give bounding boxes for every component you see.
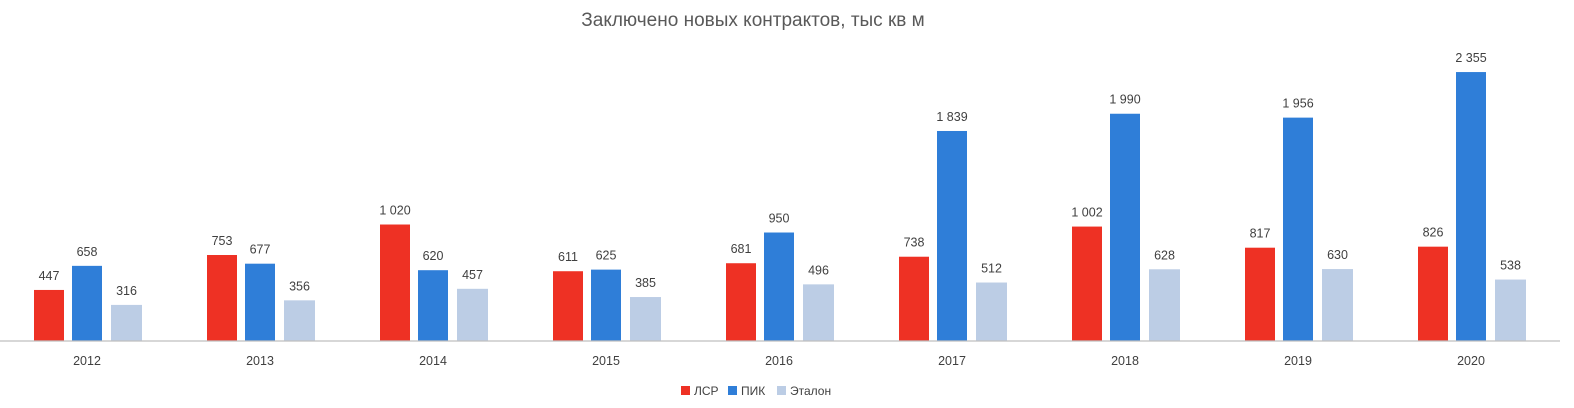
data-label-ЛСР-2012: 447 <box>39 269 60 283</box>
data-label-ПИК-2015: 625 <box>596 249 617 263</box>
bar-ПИК-2014 <box>418 270 448 341</box>
bar-Эталон-2017 <box>976 282 1007 341</box>
bar-ПИК-2019 <box>1283 117 1313 341</box>
data-label-ПИК-2020: 2 355 <box>1455 51 1486 65</box>
data-label-ЛСР-2017: 738 <box>904 236 925 250</box>
x-tick-label: 2020 <box>1457 354 1485 368</box>
x-tick-label: 2018 <box>1111 354 1139 368</box>
bar-ЛСР-2012 <box>34 289 64 341</box>
legend-swatch-ПИК <box>728 386 737 395</box>
data-label-ЛСР-2014: 1 020 <box>379 204 410 218</box>
legend-swatch-ЛСР <box>681 386 690 395</box>
bar-Эталон-2020 <box>1495 279 1526 341</box>
legend-swatch-Эталон <box>777 386 786 395</box>
legend-label-ПИК: ПИК <box>741 384 765 398</box>
data-label-Эталон-2013: 356 <box>289 279 310 293</box>
data-label-ПИК-2014: 620 <box>423 249 444 263</box>
bar-ЛСР-2017 <box>899 256 929 341</box>
data-label-Эталон-2018: 628 <box>1154 248 1175 262</box>
bar-Эталон-2019 <box>1322 269 1353 341</box>
data-label-ЛСР-2019: 817 <box>1250 227 1271 241</box>
bar-ЛСР-2016 <box>726 263 756 341</box>
bar-ПИК-2012 <box>72 265 102 341</box>
bar-Эталон-2015 <box>630 297 661 341</box>
data-label-Эталон-2014: 457 <box>462 268 483 282</box>
data-label-Эталон-2015: 385 <box>635 276 656 290</box>
data-label-ПИК-2013: 677 <box>250 243 271 257</box>
bar-ЛСР-2020 <box>1418 246 1448 341</box>
legend-label-ЛСР: ЛСР <box>694 384 719 398</box>
bar-ПИК-2015 <box>591 269 621 341</box>
bar-Эталон-2013 <box>284 300 315 341</box>
data-label-Эталон-2020: 538 <box>1500 259 1521 273</box>
data-label-ПИК-2018: 1 990 <box>1109 93 1140 107</box>
data-label-ПИК-2017: 1 839 <box>936 110 967 124</box>
chart-title: Заключено новых контрактов, тыс кв м <box>581 10 925 31</box>
data-label-ПИК-2019: 1 956 <box>1282 97 1313 111</box>
data-label-ЛСР-2015: 611 <box>558 250 578 264</box>
bar-ПИК-2020 <box>1456 72 1486 342</box>
bars-layer: 447 658 316 753 677 356 1 020 620 457 611 625 385 68… <box>34 51 1526 342</box>
x-tick-label: 2013 <box>246 354 274 368</box>
bar-ЛСР-2018 <box>1072 226 1102 341</box>
data-label-ЛСР-2016: 681 <box>731 242 752 256</box>
bar-Эталон-2014 <box>457 288 488 341</box>
data-label-ПИК-2012: 658 <box>77 245 98 259</box>
x-ticks-layer: 2012 2013 2014 2015 2016 2017 2018 2019 2020 <box>73 354 1485 368</box>
bar-ПИК-2017 <box>937 130 967 341</box>
legend-label-Эталон: Эталон <box>790 384 831 398</box>
legend: ЛСР ПИК Эталон <box>681 384 831 398</box>
data-label-ЛСР-2018: 1 002 <box>1071 206 1102 220</box>
data-label-Эталон-2017: 512 <box>981 262 1002 276</box>
data-label-Эталон-2012: 316 <box>116 284 137 298</box>
bar-ПИК-2018 <box>1110 113 1140 341</box>
bar-ЛСР-2013 <box>207 255 237 341</box>
data-label-Эталон-2016: 496 <box>808 263 829 277</box>
x-tick-label: 2015 <box>592 354 620 368</box>
bar-Эталон-2012 <box>111 304 142 341</box>
bar-Эталон-2018 <box>1149 269 1180 341</box>
x-tick-label: 2017 <box>938 354 966 368</box>
bar-Эталон-2016 <box>803 284 834 341</box>
bar-ПИК-2013 <box>245 263 275 341</box>
data-label-ЛСР-2013: 753 <box>212 234 233 248</box>
x-tick-label: 2014 <box>419 354 447 368</box>
bar-ЛСР-2019 <box>1245 247 1275 341</box>
x-tick-label: 2019 <box>1284 354 1312 368</box>
x-tick-label: 2016 <box>765 354 793 368</box>
data-label-ПИК-2016: 950 <box>769 212 790 226</box>
bar-ЛСР-2015 <box>553 271 583 341</box>
x-tick-label: 2012 <box>73 354 101 368</box>
bar-ПИК-2016 <box>764 232 794 341</box>
data-label-ЛСР-2020: 826 <box>1423 226 1444 240</box>
data-label-Эталон-2019: 630 <box>1327 248 1348 262</box>
bar-ЛСР-2014 <box>380 224 410 341</box>
